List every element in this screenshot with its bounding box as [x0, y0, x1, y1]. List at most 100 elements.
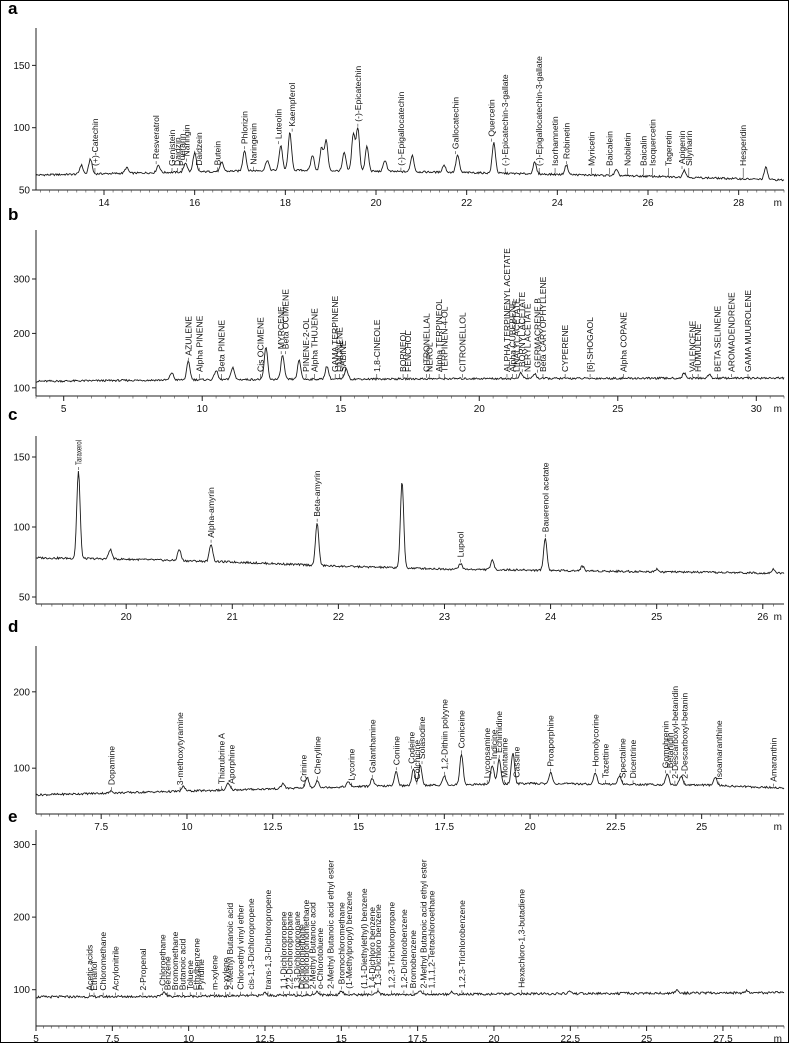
y-tick-label: 100	[13, 383, 30, 394]
x-tick-label: 25	[612, 404, 624, 415]
peak-label: HUMULENE	[693, 324, 703, 372]
x-tick-label: 20	[488, 1034, 500, 1043]
panel-letter-d: d	[8, 617, 18, 636]
x-unit-label: m	[774, 404, 782, 415]
peak-label: Hexachloro-1,3-butadiene	[516, 889, 526, 988]
peak-label: Alpha COPANE	[618, 312, 628, 372]
peak-label: 2,2-Dichloropropane	[284, 911, 294, 989]
peak-label: Isoquercetin	[648, 119, 658, 166]
peak-label: Bauerenol acetate	[540, 462, 550, 532]
peak-label: SABINE	[338, 340, 348, 372]
peak-label: Baicalein	[605, 131, 615, 166]
y-tick-label: 100	[13, 764, 30, 775]
peak-label: 1,4-Dichloro benzene	[367, 907, 377, 989]
chromatogram-trace-d	[35, 752, 785, 797]
peak-label: Colchicine	[412, 740, 422, 780]
peak-label: Chloroethane	[158, 934, 168, 986]
x-tick-label: 25	[696, 822, 708, 833]
peak-label: Montanine	[499, 738, 509, 778]
peak-label: Homolycorine	[590, 714, 600, 767]
peak-label: Puerarin	[177, 133, 187, 166]
x-unit-label: m	[774, 822, 782, 833]
peak-label: Bromochloromethane	[336, 902, 346, 984]
y-tick-label: 100	[13, 523, 30, 534]
peak-label: Dichloromethane	[297, 924, 307, 989]
peak-label: Isoamaranthine	[714, 720, 724, 779]
x-tick-label: 23	[439, 612, 451, 623]
x-tick-label: 20	[474, 404, 486, 415]
peak-label: Nobiletin	[623, 132, 633, 166]
peak-label: Quercetin	[487, 99, 497, 136]
peak-label: FENCHOL	[403, 331, 413, 372]
peak-label: (1-Methylpropyl) benzene	[344, 891, 354, 989]
x-tick-label: 22.5	[561, 1034, 581, 1043]
peak-label: Lupeol	[455, 532, 465, 558]
x-tick-label: 15	[336, 1034, 348, 1043]
peak-label: (+)-Catechin	[90, 118, 100, 166]
peak-label: 1,2-Dichlorobenzene	[399, 909, 409, 989]
x-tick-label: 18	[280, 198, 292, 209]
peak-label: Acetic acids	[84, 945, 94, 991]
peak-label: 1,8-CINEOLE	[372, 319, 382, 372]
peak-label: Naringin	[182, 124, 192, 156]
peak-label: Gallocatechin	[450, 97, 460, 149]
y-tick-label: 100	[13, 985, 30, 996]
peak-label: Apigenin	[677, 130, 687, 164]
x-tick-label: 14	[98, 198, 110, 209]
peak-label: Alpha-amyrin	[206, 487, 216, 538]
panel-b: b 100 200 300 5 10 15 20 25 30 m AZULENE Alpha PINEN…	[8, 205, 785, 415]
peak-label: MYRCENE	[276, 306, 286, 349]
chromatogram-trace-c	[35, 470, 785, 575]
peak-label: Beta-amyrin	[312, 470, 322, 517]
x-unit-label: m	[774, 612, 782, 623]
y-tick-label: 50	[19, 593, 31, 604]
panel-letter-a: a	[8, 0, 18, 18]
peak-label: BORNYL ACETATE	[517, 292, 527, 368]
peak-label: Galanthamine	[367, 719, 377, 773]
peak-label: CITRONELLAL	[422, 313, 432, 372]
peak-label: 2-Descarboxyl-betanin	[680, 693, 690, 779]
peak-label: VALENCENE	[688, 320, 698, 372]
x-tick-label: 24	[552, 198, 564, 209]
peak-label: Dichlorobromomethane	[301, 900, 311, 990]
peak-label: Hesperidin	[738, 125, 748, 166]
peak-label: Solasodine	[417, 716, 427, 759]
peak-label: Coniceine	[457, 710, 467, 748]
peak-label: GAMA MUUROLENE	[743, 290, 753, 372]
peak-label: Phlorizin	[240, 111, 250, 144]
peak-label: TERPINEN-4-OL	[440, 306, 450, 372]
x-tick-label: 10	[183, 1034, 195, 1043]
x-tick-label: 10	[181, 822, 193, 833]
peak-label: Ethylbenzene	[191, 938, 201, 990]
x-tick-label: 10	[197, 404, 209, 415]
peak-label: LINALYL ACETATE	[512, 298, 522, 372]
peak-label: Cis OCIMENE	[255, 317, 265, 372]
peak-label: Coniine	[391, 736, 401, 765]
peak-label: PINENE-2-OL	[301, 318, 311, 372]
peak-label: 1,3-Dichloropropane	[292, 911, 302, 989]
y-tick-label: 200	[13, 687, 30, 698]
peak-label: 1,1,1,2-Tetrachloroethane	[426, 890, 436, 988]
peak-label: Alpha TERPINEOL	[434, 299, 444, 372]
x-tick-label: 27.5	[713, 1034, 733, 1043]
peak-label: Lycorine	[347, 748, 357, 780]
peak-label: Pyridine	[196, 959, 206, 990]
x-tick-label: 17.5	[408, 1034, 428, 1043]
peak-label: Gomphrenin	[661, 721, 671, 769]
peak-label: Taraxerol	[73, 440, 83, 465]
peak-label: NERYL ACETATE	[523, 303, 533, 372]
peak-label: 2-Descarboxyl-betanidin	[670, 686, 680, 779]
peak-label: Codeine	[407, 731, 417, 763]
peak-label: Bromomethane	[170, 931, 180, 990]
peak-label: Butein	[212, 141, 222, 166]
peak-label: AZULENE	[183, 316, 193, 356]
peak-label: (-)-Epicatechin	[353, 66, 363, 122]
x-tick-label: 22.5	[606, 822, 626, 833]
peak-label: Tazettine	[601, 743, 611, 778]
peak-label: GAMA TERPINENE	[330, 295, 340, 372]
peak-label: Chloroethyl vinyl ether	[236, 905, 246, 990]
panel-e: e 100 200 300 5 7.5 10 12.5 15 17.5 20 22.5 25 27.5 m A…	[8, 807, 785, 1043]
peak-label: Acrylonitrile	[110, 946, 120, 991]
peak-label: Benzene	[162, 956, 172, 990]
